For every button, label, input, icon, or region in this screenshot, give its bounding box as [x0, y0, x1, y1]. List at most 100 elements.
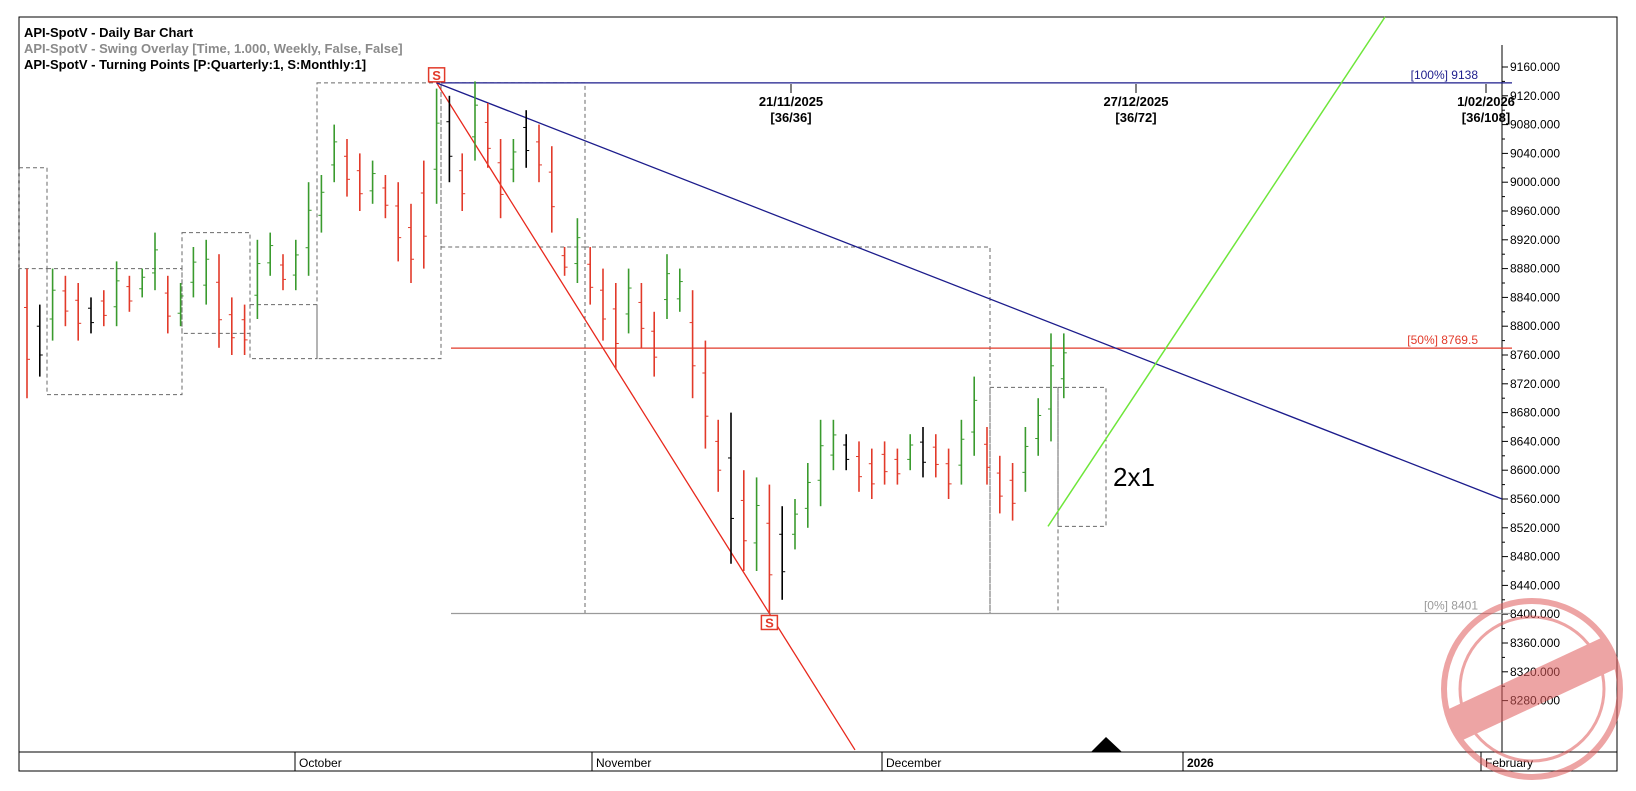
- price-bar: [753, 477, 760, 571]
- price-bar: [62, 275, 69, 327]
- price-bar: [779, 506, 786, 600]
- price-bar: [536, 124, 542, 183]
- price-bar: [600, 268, 606, 341]
- price-bar: [484, 103, 491, 168]
- price-bar: [152, 232, 158, 291]
- price-bar: [113, 261, 120, 327]
- price-bar: [331, 124, 338, 183]
- swing-marker-label: S: [432, 68, 441, 83]
- price-bar: [1009, 463, 1016, 521]
- swing-box: [1057, 386, 1107, 527]
- price-bar: [395, 182, 402, 262]
- month-label: November: [596, 756, 651, 770]
- price-bar: [881, 441, 888, 485]
- price-tick-label: 9160.000: [1510, 60, 1560, 74]
- price-bar: [792, 499, 798, 550]
- swing-markers: SS: [427, 67, 779, 630]
- swing-box: [18, 167, 48, 270]
- gann-angle-annotation: 2x1: [1113, 462, 1155, 492]
- time-marker-icon[interactable]: [1091, 737, 1122, 752]
- turning-points-title: API-SpotV - Turning Points [P:Quarterly:…: [24, 57, 366, 72]
- price-bar: [318, 175, 325, 233]
- swing-marker: S: [427, 67, 446, 83]
- month-label: October: [299, 756, 342, 770]
- price-bar: [958, 419, 965, 485]
- price-tick-label: 8440.000: [1510, 578, 1560, 592]
- price-bar: [510, 139, 517, 183]
- price-tick-label: 8840.000: [1510, 290, 1560, 304]
- cycle-labels: 21/11/2025[36/36] 27/12/2025[36/72] 1/02/2…: [759, 84, 1515, 125]
- price-bar: [408, 203, 414, 283]
- price-bar: [216, 254, 222, 348]
- price-bar: [804, 463, 811, 528]
- swing-marker: S: [760, 614, 779, 630]
- price-bar: [932, 434, 939, 478]
- price-bar: [996, 455, 1003, 514]
- price-tick-label: 8760.000: [1510, 348, 1560, 362]
- price-bar: [356, 153, 363, 211]
- cycle-date-label: 21/11/2025[36/36]: [759, 84, 823, 125]
- downtrend-line-red: [436, 82, 856, 751]
- price-bar: [203, 239, 210, 305]
- price-bar: [292, 239, 299, 291]
- cycle-date-label: 1/02/2026[36/108]: [1457, 84, 1515, 125]
- price-bar: [1048, 333, 1054, 442]
- price-tick-label: 8480.000: [1510, 550, 1560, 564]
- price-bar: [177, 283, 184, 327]
- price-bar: [420, 160, 427, 269]
- price-bar: [651, 311, 658, 377]
- swing-marker-box: [427, 67, 446, 83]
- price-tick-label: 9120.000: [1510, 89, 1560, 103]
- price-tick-label: 8720.000: [1510, 377, 1560, 391]
- retracement-lines: [100%] 9138 [50%] 8769.5 [0%] 8401: [441, 68, 1512, 615]
- price-bar: [280, 254, 286, 291]
- month-label: December: [886, 756, 941, 770]
- price-bar: [369, 160, 376, 204]
- price-bar: [625, 268, 632, 334]
- price-bar: [574, 218, 581, 283]
- price-bar: [139, 268, 146, 298]
- price-bar: [1060, 333, 1067, 399]
- price-tick-label: 9080.000: [1510, 118, 1560, 132]
- price-bar: [689, 290, 696, 399]
- retracement-label: [100%] 9138: [1411, 68, 1479, 82]
- price-bar: [612, 283, 619, 370]
- overlay-title: API-SpotV - Swing Overlay [Time, 1.000, …: [24, 41, 403, 56]
- protected-image-watermark: [1441, 598, 1623, 780]
- price-bar: [24, 268, 30, 399]
- trend-lines: [436, 16, 1503, 751]
- price-tick-label: 8680.000: [1510, 406, 1560, 420]
- chart-title: API-SpotV - Daily Bar Chart: [24, 25, 194, 40]
- price-bar: [190, 247, 197, 298]
- price-bar: [728, 412, 734, 564]
- price-tick-label: 8640.000: [1510, 434, 1560, 448]
- swing-box: [249, 304, 318, 360]
- price-bar: [305, 182, 312, 276]
- price-bar: [344, 139, 350, 197]
- price-bar: [1022, 427, 1029, 492]
- cycle-date: 21/11/2025: [759, 94, 823, 109]
- price-bar: [254, 239, 261, 319]
- price-bar: [868, 448, 875, 499]
- price-bar: [971, 376, 978, 456]
- price-bar: [830, 419, 837, 471]
- price-bar: [164, 275, 171, 334]
- price-bar: [267, 232, 274, 276]
- chart-border: [18, 16, 1618, 772]
- downtrend-line-blue: [436, 82, 1503, 500]
- price-bar: [497, 139, 504, 219]
- price-bar: [856, 441, 862, 492]
- month-label: 2026: [1187, 756, 1214, 770]
- price-bar: [100, 290, 107, 327]
- price-bar: [715, 419, 722, 492]
- price-bar: [676, 268, 683, 312]
- price-tick-label: 8600.000: [1510, 463, 1560, 477]
- price-bar: [88, 297, 94, 334]
- price-tick-label: 9000.000: [1510, 175, 1560, 189]
- cycle-date-label: 27/12/2025[36/72]: [1103, 84, 1169, 125]
- price-bar: [817, 419, 824, 507]
- price-tick-label: 8560.000: [1510, 492, 1560, 506]
- price-bar: [740, 470, 747, 571]
- price-tick-label: 9040.000: [1510, 146, 1560, 160]
